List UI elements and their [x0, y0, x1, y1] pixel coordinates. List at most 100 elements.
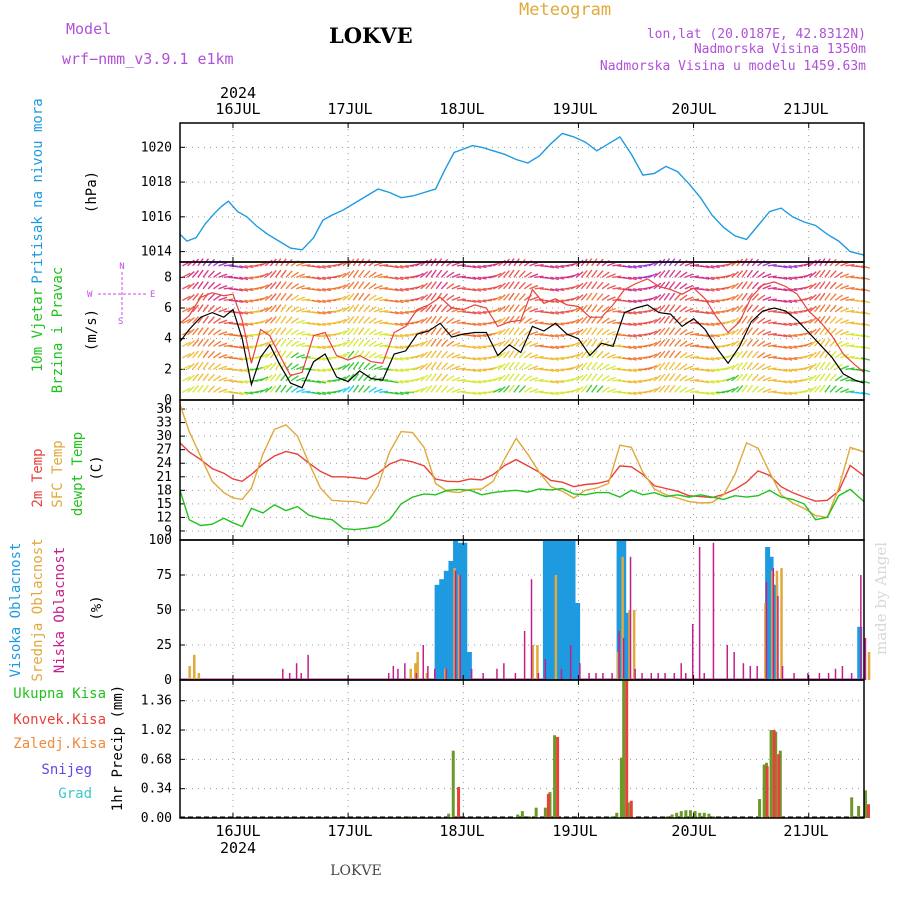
wind-arrow [778, 380, 788, 384]
y-tick-label: 1020 [141, 140, 172, 155]
wind-arrow [550, 391, 560, 396]
wind-arrow [757, 340, 766, 347]
wind-arrow [425, 281, 433, 290]
wind-arrow [197, 315, 204, 324]
wind-arrow [322, 276, 332, 280]
wind-arrow [653, 317, 662, 324]
wind-arrow [757, 386, 766, 393]
wind-arrow [824, 350, 831, 359]
wind-arrow [197, 338, 204, 347]
wind-arrow [674, 304, 682, 313]
wind-arrow [477, 265, 487, 269]
wind-arrow [477, 368, 487, 372]
cloud-bar [827, 673, 830, 680]
cloud-bar [712, 542, 715, 680]
altitude-label: Nadmorska Visina 1350m [694, 42, 866, 57]
wind-arrow [523, 352, 533, 359]
wind-arrow [819, 281, 826, 290]
wind-arrow [322, 368, 332, 372]
wind-arrow [218, 342, 228, 347]
wind-arrow [606, 376, 616, 382]
wind-arrow [290, 352, 299, 359]
wind-arrow [503, 281, 510, 290]
temp-line-1 [179, 404, 865, 519]
wind-arrow [197, 373, 204, 382]
wind-arrow [373, 319, 383, 324]
wind-arrow [653, 259, 662, 267]
wind-arrow [606, 273, 616, 278]
wind-arrow [202, 361, 210, 370]
wind-arrow [363, 350, 371, 359]
wind-arrow [534, 332, 544, 336]
wind-arrow [580, 327, 588, 336]
wind-arrow [285, 304, 293, 313]
cloud-bar [416, 652, 419, 680]
wind-arrow [803, 364, 813, 370]
wind-arrow [239, 276, 249, 281]
cloud-bar [537, 673, 540, 680]
wind-arrow [399, 357, 409, 361]
wind-arrow [316, 345, 326, 350]
wind-arrow [218, 285, 228, 290]
wind-arrow [529, 388, 539, 393]
cloud-bar [547, 540, 553, 680]
wind-arrow [269, 362, 277, 370]
cloud-bar [793, 673, 795, 680]
wind-arrow [440, 270, 449, 278]
cloud-bar [422, 645, 425, 680]
wind-arrow [663, 269, 671, 278]
wind-arrow [212, 271, 222, 278]
wind-arrow [352, 269, 360, 278]
wind-arrow [544, 357, 554, 361]
wind-arrow [658, 327, 666, 336]
cloud-low-label: Niska Oblacnost [52, 547, 68, 673]
wind-arrow [824, 269, 831, 278]
cloud-bar [536, 645, 539, 680]
wind-arrow [472, 311, 482, 315]
wind-arrow [207, 327, 215, 336]
precip-bar [702, 812, 706, 818]
cloud-bar [611, 673, 613, 680]
wind-arrow [259, 387, 269, 393]
wind-arrow [684, 261, 694, 267]
wind-arrow [420, 259, 429, 267]
wind-arrow [751, 327, 759, 336]
wind-arrow [788, 299, 798, 303]
wind-arrow [627, 391, 637, 396]
cloud-bar [742, 663, 745, 680]
wind-arrow [212, 329, 222, 336]
wind-arrow [612, 275, 622, 279]
cloud-bar [307, 654, 309, 680]
wind-arrow [233, 357, 244, 361]
wind-arrow [363, 316, 371, 324]
wind-arrow [212, 283, 222, 290]
day-label-bottom: 19JUL [552, 822, 597, 840]
wind-arrow [197, 281, 204, 290]
wind-arrow [570, 376, 580, 382]
wind-arrow [632, 391, 643, 395]
precip-bar [408, 816, 411, 818]
wind-arrow [824, 304, 831, 313]
wind-arrow [301, 264, 311, 267]
wind-arrow [518, 350, 526, 359]
cloud-bar [397, 668, 399, 680]
wind-arrow [710, 299, 720, 303]
wind-arrow [741, 350, 748, 359]
wind-arrow [435, 338, 443, 347]
wind-arrow [212, 352, 222, 359]
wind-arrow [555, 288, 565, 292]
wind-arrow [239, 265, 249, 269]
precip-bar [688, 810, 692, 818]
wind-arrow [622, 322, 632, 326]
wind-arrow [352, 338, 360, 347]
wind-arrow [363, 281, 371, 290]
wind-arrow [342, 340, 351, 347]
wind-arrow [223, 356, 233, 359]
wind-arrow [389, 391, 399, 395]
wind-arrow [425, 293, 433, 301]
wind-arrow [580, 373, 588, 382]
wind-arrow [778, 288, 788, 292]
wind-arrow [824, 315, 831, 324]
wind-arrow [394, 311, 404, 315]
y-tick-label: 33 [156, 416, 172, 431]
